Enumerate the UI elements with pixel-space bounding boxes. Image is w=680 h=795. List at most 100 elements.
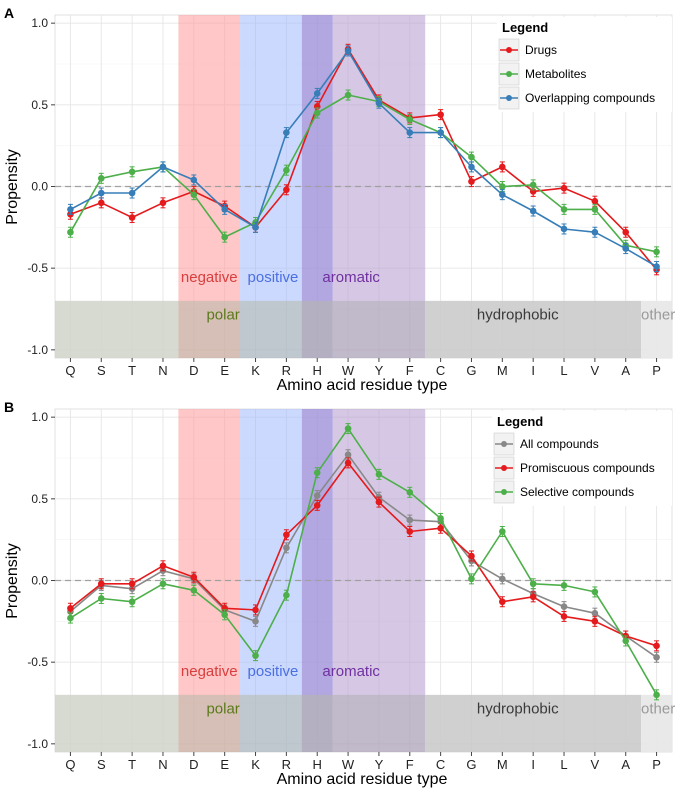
legend-item: All compounds [493,432,599,456]
data-point [159,199,167,207]
data-point [344,459,352,467]
data-point [159,163,167,171]
band-hydrophobic [425,300,642,358]
data-point [499,163,506,171]
band-polar-left [55,300,179,358]
legend-item: Metabolites [498,62,586,86]
x-tick-label: P [652,363,661,378]
y-axis-label: Propensity [4,149,21,225]
data-point [283,186,290,194]
x-tick-label: N [158,363,167,378]
data-point [375,498,383,506]
data-point [529,580,537,588]
data-point [128,580,136,588]
data-point [560,582,568,589]
x-tick-label: D [189,363,198,378]
series-overlapping-compounds [67,45,660,273]
series-selective-compounds [67,423,660,701]
region-label-hydrophobic: hydrophobic [477,701,559,718]
legend-key-point [501,465,507,471]
data-point [591,228,599,236]
legend-key-point [506,71,512,77]
y-tick-label: -0.5 [27,261,48,275]
data-point [283,591,290,599]
x-axis-label: Amino acid residue type [277,377,448,394]
band-polar-charged [178,694,333,752]
data-point [468,552,475,560]
region-label-aromatic: aromatic [322,663,380,680]
legend-item: Overlapping compounds [498,86,655,110]
data-point [344,451,352,459]
data-point [67,228,74,236]
legend-title: Legend [497,414,543,429]
x-tick-label: W [342,363,355,378]
x-tick-label: K [251,363,260,378]
x-tick-label: G [466,757,476,772]
data-point [560,613,568,620]
x-tick-label: C [436,363,445,378]
data-point [128,214,136,221]
band-other [641,694,672,752]
x-tick-label: E [220,363,229,378]
data-point [375,471,383,478]
panel-label: A [4,5,14,21]
data-point [406,116,414,123]
legend: Legend All compounds Promiscuous compoun… [492,411,672,506]
region-label-aromatic: aromatic [322,269,380,286]
x-tick-label: H [313,757,322,772]
x-tick-label: A [621,363,630,378]
data-point [252,606,259,614]
y-tick-label: 1.0 [31,410,48,424]
band-aromatic-mixed [332,694,426,752]
data-point [529,593,537,601]
data-point [67,604,74,612]
data-point [128,598,136,606]
data-point [499,183,506,190]
data-point [190,176,198,184]
legend-label: Promiscuous compounds [520,461,655,475]
data-point [221,233,228,241]
data-point [591,609,599,617]
data-point [283,129,290,136]
data-point [591,618,599,625]
band-polar-left [55,694,179,752]
x-tick-label: K [251,757,260,772]
region-label-hydrophobic: hydrophobic [477,307,559,324]
region-label-positive: positive [248,269,299,286]
y-tick-label: 0.0 [31,180,48,194]
data-point [499,191,506,198]
data-point [622,637,630,645]
data-point [653,248,660,256]
x-axis-label: Amino acid residue type [277,771,448,788]
x-tick-label: A [621,757,630,772]
x-tick-label: Q [65,363,75,378]
data-point [283,544,290,552]
data-point [437,515,444,522]
x-tick-label: C [436,757,445,772]
y-tick-label: -1.0 [27,737,48,751]
data-point [468,178,475,185]
series-promiscuous-compounds [67,457,660,652]
data-point [221,206,228,213]
y-tick-label: -0.5 [27,655,48,669]
x-tick-label: D [189,757,198,772]
legend-label: Overlapping compounds [525,91,655,105]
x-tick-label: Y [375,757,384,772]
data-point [622,245,630,252]
y-tick-label: 0.0 [31,574,48,588]
data-point [591,197,599,205]
x-tick-label: S [97,363,106,378]
region-label-other: other [641,307,675,324]
data-point [67,206,74,213]
x-tick-label: M [497,757,508,772]
x-tick-label: W [342,757,355,772]
data-point [653,263,660,270]
data-point [313,469,321,477]
data-point [252,618,259,625]
y-tick-label: 1.0 [31,16,48,30]
region-label-positive: positive [248,663,299,680]
y-tick-label: 0.5 [31,492,48,506]
panel-b: negative positive aromatic polar hydrophobic… [4,399,675,788]
data-point [499,528,506,535]
data-point [468,575,475,583]
